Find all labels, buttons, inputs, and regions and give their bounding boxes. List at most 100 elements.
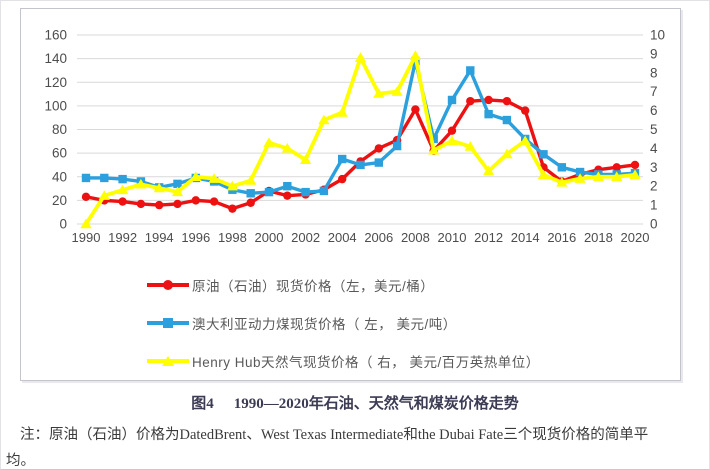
x-axis-tick-label: 2020	[621, 230, 650, 245]
series-marker	[409, 50, 421, 60]
series-marker	[556, 177, 568, 187]
series-marker	[446, 135, 458, 146]
series-marker	[447, 95, 457, 105]
series-marker	[502, 96, 512, 106]
y2-axis-tick-label: 8	[650, 65, 658, 80]
series-marker	[392, 141, 402, 151]
figure-number: 图4	[191, 396, 214, 412]
series-marker	[80, 218, 92, 229]
figure-caption: 图4 1990—2020年石油、天然气和煤炭价格走势	[1, 392, 709, 413]
y-axis-tick-label: 0	[59, 217, 67, 232]
price-chart: 0 20 40 60 80 100 120 140 160 0 1 2 3 4 5 6 7 8 9 10 1990 199…	[44, 28, 665, 246]
series-marker	[447, 126, 457, 135]
series-marker	[502, 115, 512, 125]
series-marker	[356, 160, 365, 170]
series-marker	[135, 178, 147, 189]
series-marker	[319, 186, 329, 196]
series-marker	[411, 105, 420, 114]
y-axis-tick-label: 60	[52, 146, 67, 161]
series-marker	[208, 173, 220, 183]
x-axis-tick-label: 2004	[328, 230, 357, 245]
y-axis-tick-label: 160	[44, 28, 67, 43]
series-marker	[281, 143, 293, 153]
legend-coal-sample	[147, 312, 189, 334]
legend-coal-label: 澳大利亚动力煤现货价格（ 左， 美元/吨）	[192, 317, 457, 332]
series-marker	[318, 114, 330, 125]
figure-note-line2: 均。	[6, 453, 35, 469]
series-marker	[354, 52, 367, 62]
legend-item-coal: 澳大利亚动力煤现货价格（ 左， 美元/吨）	[147, 312, 540, 334]
series-marker	[428, 144, 440, 155]
series-marker	[118, 197, 127, 206]
figure-note: 注：原油（石油）价格为DatedBrent、West Texas Interme…	[6, 422, 703, 469]
y-axis-tick-label: 140	[44, 51, 67, 66]
series-marker	[519, 135, 531, 146]
x-axis-tick-label: 2002	[291, 230, 320, 245]
x-axis-tick-label: 1998	[218, 230, 247, 245]
series-marker	[117, 184, 129, 195]
series-marker	[118, 174, 127, 184]
series-marker	[155, 200, 164, 210]
series-marker	[228, 204, 237, 213]
series-marker	[464, 141, 476, 151]
series-marker	[630, 160, 640, 170]
x-axis-tick-label: 1992	[108, 230, 137, 245]
series-marker	[484, 95, 493, 105]
legend-gas-label: Henry Hub天然气现货价格（ 右， 美元/百万英热单位）	[192, 355, 540, 370]
x-axis-tick-label: 2018	[584, 230, 613, 245]
series-marker	[466, 96, 475, 106]
series-marker	[263, 137, 275, 147]
series-marker	[611, 171, 623, 181]
chart-legend: 原油（石油）现货价格（左，美元/桶） 澳大利亚动力煤现货价格（ 左， 美元/吨）…	[147, 274, 540, 388]
series-marker	[226, 180, 238, 191]
series-marker	[501, 148, 513, 159]
series-marker	[283, 191, 292, 200]
series-marker	[173, 179, 182, 189]
series-marker	[338, 174, 347, 184]
series-line-2	[84, 53, 637, 226]
series-line-0	[84, 98, 637, 211]
series-marker	[338, 154, 347, 164]
series-marker	[301, 187, 310, 197]
y2-axis-tick-label: 0	[650, 217, 658, 232]
y2-axis-tick-label: 10	[650, 28, 665, 43]
series-marker	[81, 192, 91, 202]
square-marker-icon	[163, 318, 173, 328]
y2-axis-tick-label: 5	[650, 122, 658, 137]
circle-marker-icon	[163, 280, 173, 290]
series-marker	[100, 173, 109, 183]
series-marker	[429, 134, 438, 144]
x-axis-tick-label: 1994	[145, 230, 174, 245]
series-marker	[173, 199, 182, 209]
series-marker	[539, 150, 548, 159]
series-marker	[374, 144, 383, 153]
series-marker	[191, 196, 200, 205]
series-marker	[246, 198, 255, 207]
figure-note-line1: 注：原油（石油）价格为DatedBrent、West Texas Interme…	[20, 427, 649, 443]
y-axis-tick-label: 80	[52, 122, 67, 137]
legend-item-oil: 原油（石油）现货价格（左，美元/桶）	[147, 274, 540, 296]
figure-title: 1990—2020年石油、天然气和煤炭价格走势	[233, 396, 519, 412]
legend-oil-sample	[147, 274, 189, 296]
series-marker	[612, 163, 621, 172]
chart-frame: 0 20 40 60 80 100 120 140 160 0 1 2 3 4 5 6 7 8 9 10 1990 199…	[20, 8, 681, 381]
series-marker	[373, 88, 385, 98]
series-marker	[537, 169, 550, 180]
series-marker	[575, 167, 585, 177]
x-axis-tick-label: 2014	[511, 230, 540, 245]
series-marker	[190, 171, 202, 181]
y-axis-tick-label: 40	[52, 169, 67, 184]
series-marker	[264, 187, 274, 197]
y2-axis-tick-label: 2	[650, 179, 658, 194]
x-axis-tick-label: 2012	[474, 230, 503, 245]
series-marker	[521, 106, 530, 115]
series-marker	[336, 107, 348, 117]
x-axis-tick-label: 2000	[255, 230, 284, 245]
series-marker	[81, 173, 91, 183]
y2-axis-tick-label: 1	[650, 198, 658, 213]
series-marker	[391, 86, 403, 96]
x-axis-tick-label: 2016	[547, 230, 576, 245]
series-marker	[374, 158, 383, 167]
y2-axis-tick-label: 3	[650, 160, 658, 175]
